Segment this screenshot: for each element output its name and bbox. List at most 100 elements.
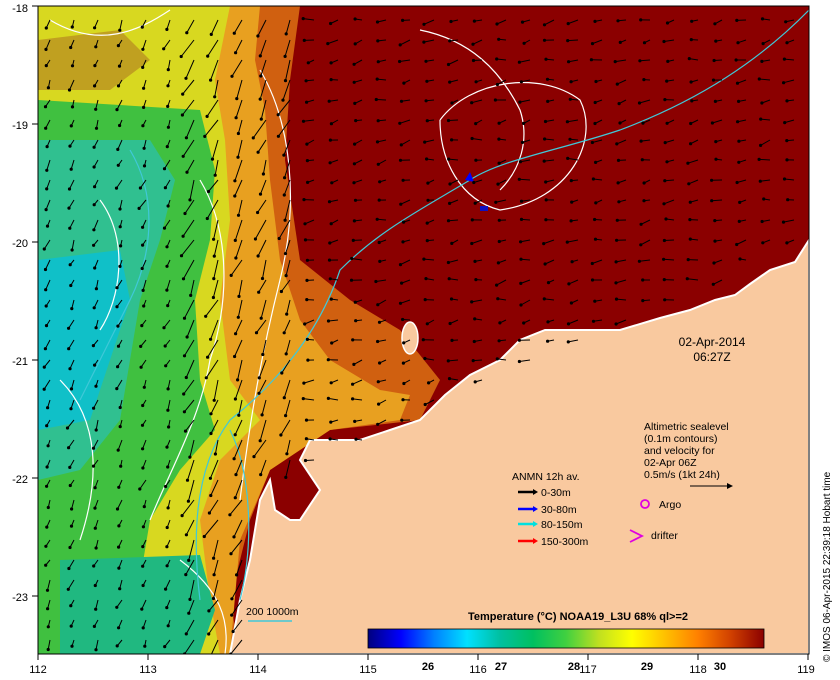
velocity-arrow (262, 339, 267, 355)
velocity-arrow (351, 258, 363, 261)
velocity-arrow-head (710, 199, 714, 203)
mooring-marker (480, 206, 488, 211)
velocity-arrow-head (544, 180, 548, 184)
velocity-arrow-head (662, 257, 666, 261)
velocity-arrow-head (377, 402, 381, 406)
velocity-arrow-head (377, 240, 381, 245)
velocity-arrow-head (115, 305, 119, 309)
velocity-arrow-head (67, 446, 71, 450)
velocity-arrow (639, 59, 651, 62)
velocity-arrow-head (495, 357, 499, 361)
velocity-arrow-head (450, 241, 454, 245)
velocity-arrow-head (737, 219, 741, 223)
velocity-arrow-head (254, 331, 259, 335)
velocity-arrow-head (166, 408, 170, 412)
velocity-arrow-head (447, 277, 451, 281)
velocity-arrow-head (328, 277, 332, 281)
velocity-arrow-head (94, 428, 98, 432)
velocity-arrow (163, 319, 171, 329)
velocity-arrow-head (282, 331, 286, 335)
velocity-arrow-head (352, 62, 356, 66)
velocity-arrow-head (283, 252, 288, 256)
velocity-arrow-head (230, 74, 234, 78)
velocity-arrow-head (142, 105, 146, 109)
velocity-arrow-head (140, 607, 144, 611)
velocity-arrow-head (614, 260, 618, 264)
velocity-arrow-head (689, 38, 693, 42)
velocity-arrow (231, 599, 243, 616)
velocity-arrow (304, 219, 315, 225)
velocity-arrow-head (785, 241, 789, 245)
velocity-arrow-head (662, 278, 666, 282)
velocity-arrow (262, 259, 267, 279)
velocity-arrow-head (473, 317, 477, 321)
velocity-arrow (262, 159, 267, 175)
velocity-arrow-head (613, 60, 617, 64)
velocity-arrow (95, 419, 99, 431)
velocity-arrow (186, 159, 195, 173)
velocity-arrow-head (256, 210, 260, 215)
velocity-arrow (285, 19, 291, 35)
lat-tick-label: -19 (12, 120, 28, 132)
velocity-arrow (519, 359, 531, 362)
plot-area (38, 6, 809, 654)
velocity-arrow-head (236, 131, 240, 136)
legend-item-label: 80-150m (541, 519, 583, 531)
velocity-arrow-head (423, 140, 427, 144)
velocity-arrow-head (44, 563, 48, 567)
velocity-arrow-head (165, 288, 169, 292)
velocity-arrow (400, 199, 411, 205)
velocity-arrow-head (115, 387, 119, 391)
velocity-arrow-head (471, 359, 475, 363)
velocity-arrow-head (301, 17, 305, 21)
velocity-arrow (285, 339, 291, 355)
legend-item-label: 0-30m (541, 487, 571, 499)
velocity-arrow-head (665, 79, 669, 83)
colorbar-scale (367, 628, 765, 649)
velocity-arrow (186, 19, 195, 33)
velocity-arrow-head (114, 186, 119, 190)
velocity-arrow-head (165, 606, 169, 610)
velocity-arrow-head (209, 337, 213, 341)
velocity-arrow (183, 259, 195, 280)
velocity-arrow-head (425, 322, 429, 326)
velocity-arrow-head (163, 344, 167, 348)
velocity-arrow (260, 179, 267, 195)
velocity-arrow-head (166, 104, 170, 108)
velocity-arrow-head (378, 259, 382, 263)
velocity-arrow-head (69, 45, 73, 50)
velocity-arrow (117, 439, 123, 451)
velocity-arrow-head (566, 39, 570, 43)
velocity-arrow-head (142, 164, 147, 168)
velocity-arrow-head (303, 322, 307, 326)
velocity-arrow (139, 479, 147, 490)
velocity-arrow-head (67, 187, 72, 191)
velocity-arrow-head (710, 178, 714, 182)
velocity-arrow (327, 39, 339, 45)
velocity-arrow-head (711, 78, 716, 82)
velocity-arrow-head (517, 338, 522, 342)
velocity-arrow (281, 359, 291, 374)
velocity-arrow-head (234, 116, 238, 120)
velocity-arrow (399, 59, 411, 62)
velocity-arrow-head (304, 437, 308, 441)
velocity-arrow-head (237, 413, 241, 417)
velocity-arrow-head (566, 340, 570, 344)
velocity-arrow-head (329, 78, 333, 82)
velocity-arrow (238, 199, 243, 216)
velocity-arrow-head (542, 159, 546, 163)
velocity-arrow-head (495, 82, 499, 87)
velocity-arrow (210, 399, 219, 415)
velocity-arrow (423, 258, 435, 261)
velocity-arrow-head (737, 139, 741, 143)
velocity-arrow-head (567, 60, 571, 64)
velocity-arrow (45, 259, 51, 270)
velocity-arrow-head (663, 179, 667, 183)
velocity-arrow-head (70, 105, 75, 109)
velocity-arrow-head (284, 475, 288, 479)
velocity-arrow-head (736, 120, 740, 124)
velocity-arrow-head (212, 277, 216, 281)
velocity-arrow-head (117, 545, 121, 549)
velocity-arrow-head (91, 344, 95, 348)
velocity-arrow-head (234, 332, 238, 336)
